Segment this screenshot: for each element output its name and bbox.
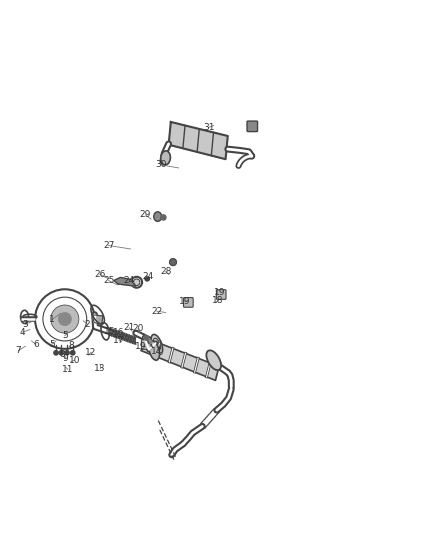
FancyBboxPatch shape [216,290,226,300]
Text: 19: 19 [135,342,147,351]
Text: 11: 11 [62,365,74,374]
Circle shape [51,305,79,333]
Circle shape [58,312,71,326]
Ellipse shape [149,341,159,360]
Ellipse shape [206,350,221,370]
Ellipse shape [151,334,162,354]
Text: 21: 21 [124,324,135,332]
Polygon shape [114,278,136,286]
Text: 24: 24 [124,276,135,285]
Text: 8: 8 [68,341,74,350]
Ellipse shape [133,279,140,286]
Text: 3: 3 [22,320,28,329]
Polygon shape [92,314,103,324]
Text: 19: 19 [214,288,226,297]
Text: 12: 12 [85,348,97,357]
Circle shape [71,351,75,355]
Circle shape [170,259,177,265]
Text: 1: 1 [49,316,55,325]
Text: 6: 6 [33,340,39,349]
Circle shape [65,351,69,355]
Text: 5: 5 [62,331,68,340]
Text: 13: 13 [94,364,106,373]
Text: 2: 2 [85,320,90,329]
Text: 15: 15 [104,327,115,336]
Text: 27: 27 [103,241,114,250]
Text: 16: 16 [113,328,124,337]
Text: 10: 10 [69,356,80,365]
Polygon shape [141,337,219,381]
Ellipse shape [154,212,162,221]
Circle shape [54,351,58,355]
Text: 29: 29 [140,211,151,219]
Text: 22: 22 [151,306,162,316]
Circle shape [161,215,166,220]
Text: 28: 28 [160,267,171,276]
Text: 14: 14 [151,348,162,357]
Text: 19: 19 [179,297,191,306]
FancyBboxPatch shape [184,297,193,307]
Text: 18: 18 [212,296,224,305]
Circle shape [148,340,152,344]
FancyBboxPatch shape [247,121,258,132]
FancyBboxPatch shape [141,340,151,349]
Text: 25: 25 [103,276,114,285]
Text: 9: 9 [62,354,68,363]
Circle shape [144,335,149,341]
Text: 7: 7 [15,346,21,355]
Ellipse shape [161,151,170,165]
Text: 30: 30 [155,160,167,169]
Text: 26: 26 [94,270,106,279]
Text: 4: 4 [20,328,25,337]
Text: 31: 31 [204,123,215,132]
Polygon shape [169,122,228,159]
Text: 8: 8 [59,350,65,359]
Text: 24: 24 [142,272,154,281]
Circle shape [59,351,64,355]
Text: 20: 20 [132,324,144,333]
Circle shape [145,277,149,281]
Text: 17: 17 [113,336,125,344]
Text: 5: 5 [49,340,55,349]
